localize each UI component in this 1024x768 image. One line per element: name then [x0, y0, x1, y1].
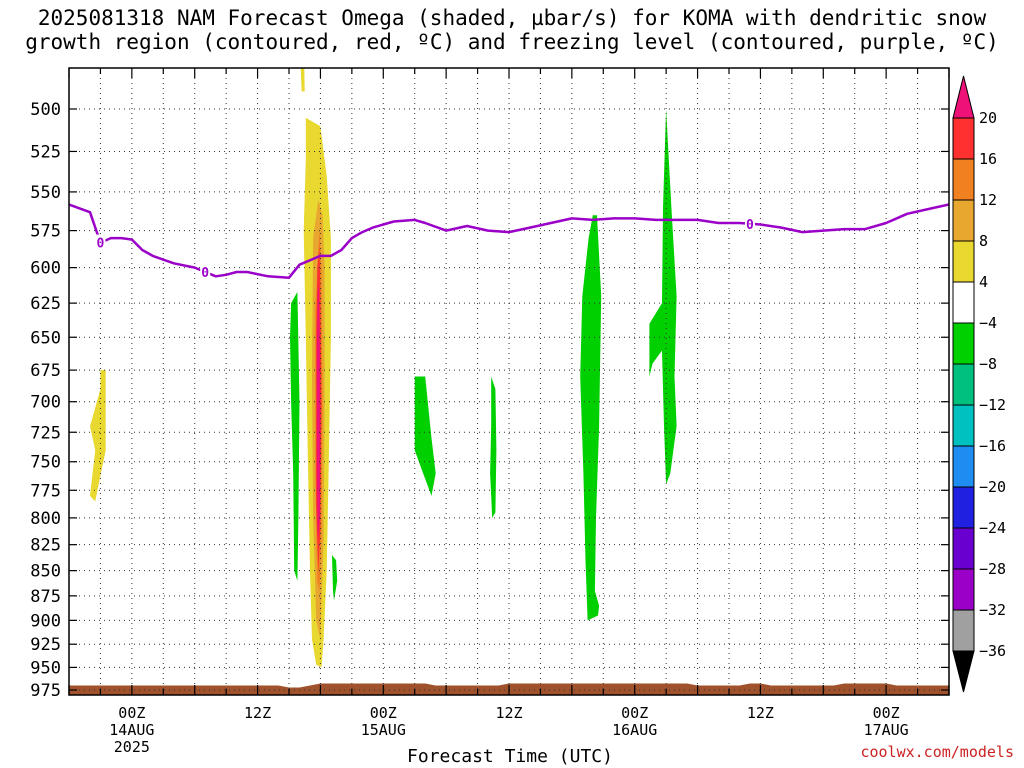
credit-text: coolwx.com/models — [860, 743, 1014, 761]
colorbar-label: −32 — [979, 601, 1006, 619]
y-tick-label: 700 — [30, 393, 61, 413]
colorbar-segment — [952, 240, 975, 283]
freezing-level-label-bg — [95, 234, 106, 250]
colorbar-segment — [952, 486, 975, 529]
y-tick-label: 825 — [30, 536, 61, 556]
y-tick-label: 650 — [30, 328, 61, 348]
colorbar-label: 16 — [979, 150, 997, 168]
y-tick-label: 575 — [30, 222, 61, 242]
omega-region — [300, 68, 305, 92]
chart-title-line-2: growth region (contoured, red, ºC) and f… — [25, 30, 999, 54]
y-tick-label: 625 — [30, 294, 61, 314]
freezing-level-line — [69, 203, 949, 279]
colorbar-max-arrow — [952, 75, 975, 119]
y-tick-label: 675 — [30, 361, 61, 381]
chart-title: 2025081318 NAM Forecast Omega (shaded, µ… — [0, 6, 1024, 54]
omega-region — [580, 215, 602, 621]
freezing-level-label: 0 — [97, 237, 105, 252]
y-tick-label: 875 — [30, 587, 61, 607]
colorbar-segment — [952, 527, 975, 570]
x-tick-year-label: 2025 — [114, 738, 150, 756]
colorbar-segment — [952, 363, 975, 406]
freezing-level-label: 0 — [201, 266, 209, 281]
colorbar-segment — [952, 281, 975, 324]
y-tick-label: 500 — [30, 100, 61, 120]
y-tick-label: 950 — [30, 658, 61, 678]
colorbar-segment — [952, 445, 975, 488]
colorbar-min-arrow — [952, 650, 975, 693]
colorbar-segment — [952, 404, 975, 447]
colorbar-label: −4 — [979, 314, 997, 332]
colorbar-label: −24 — [979, 519, 1006, 537]
freezing-level-label-bg — [744, 215, 755, 231]
colorbar-label: 20 — [979, 109, 997, 127]
x-tick-date-label: 16AUG — [612, 721, 657, 739]
omega-region — [490, 376, 497, 518]
x-tick-date-label: 15AUG — [361, 721, 406, 739]
y-tick-label: 600 — [30, 259, 61, 279]
x-tick-label: 12Z — [244, 704, 271, 722]
y-tick-label: 750 — [30, 453, 61, 473]
x-tick-label: 12Z — [747, 704, 774, 722]
x-tick-label: 12Z — [495, 704, 522, 722]
y-tick-label: 775 — [30, 481, 61, 501]
y-tick-label: 925 — [30, 635, 61, 655]
colorbar-segment — [952, 568, 975, 611]
y-tick-label: 550 — [30, 183, 61, 203]
y-tick-label: 800 — [30, 509, 61, 529]
x-tick-label: 00Z — [621, 704, 648, 722]
colorbar-label: −8 — [979, 355, 997, 373]
chart-title-line-1: 2025081318 NAM Forecast Omega (shaded, µ… — [37, 6, 987, 30]
colorbar-segment — [952, 117, 975, 160]
omega-region — [320, 33, 323, 56]
freezing-level-label-bg — [200, 263, 211, 279]
colorbar-label: −20 — [979, 478, 1006, 496]
omega-region — [290, 291, 300, 581]
x-tick-label: 00Z — [873, 704, 900, 722]
colorbar-segment — [952, 322, 975, 365]
colorbar-label: 8 — [979, 232, 988, 250]
omega-region — [649, 109, 677, 485]
colorbar-label: −36 — [979, 642, 1006, 660]
x-tick-label: 00Z — [118, 704, 145, 722]
omega-region — [414, 376, 436, 496]
colorbar-label: −16 — [979, 437, 1006, 455]
y-tick-label: 975 — [30, 681, 61, 701]
omega-region — [90, 370, 106, 502]
omega-region — [316, 282, 321, 540]
freezing-level-label: 0 — [746, 218, 754, 233]
colorbar-label: 12 — [979, 191, 997, 209]
y-tick-label: 725 — [30, 423, 61, 443]
x-tick-date-label: 17AUG — [864, 721, 909, 739]
colorbar-segment — [952, 199, 975, 242]
colorbar-label: 4 — [979, 273, 988, 291]
colorbar-segment — [952, 158, 975, 201]
omega-region — [332, 555, 338, 601]
y-tick-label: 525 — [30, 142, 61, 162]
y-tick-label: 900 — [30, 611, 61, 631]
y-tick-label: 850 — [30, 562, 61, 582]
colorbar-label: −28 — [979, 560, 1006, 578]
colorbar-segment — [952, 609, 975, 652]
x-tick-label: 00Z — [370, 704, 397, 722]
x-axis-title: Forecast Time (UTC) — [407, 746, 613, 767]
colorbar-label: −12 — [979, 396, 1006, 414]
x-tick-date-label: 14AUG — [109, 721, 154, 739]
plot-frame — [68, 67, 950, 696]
